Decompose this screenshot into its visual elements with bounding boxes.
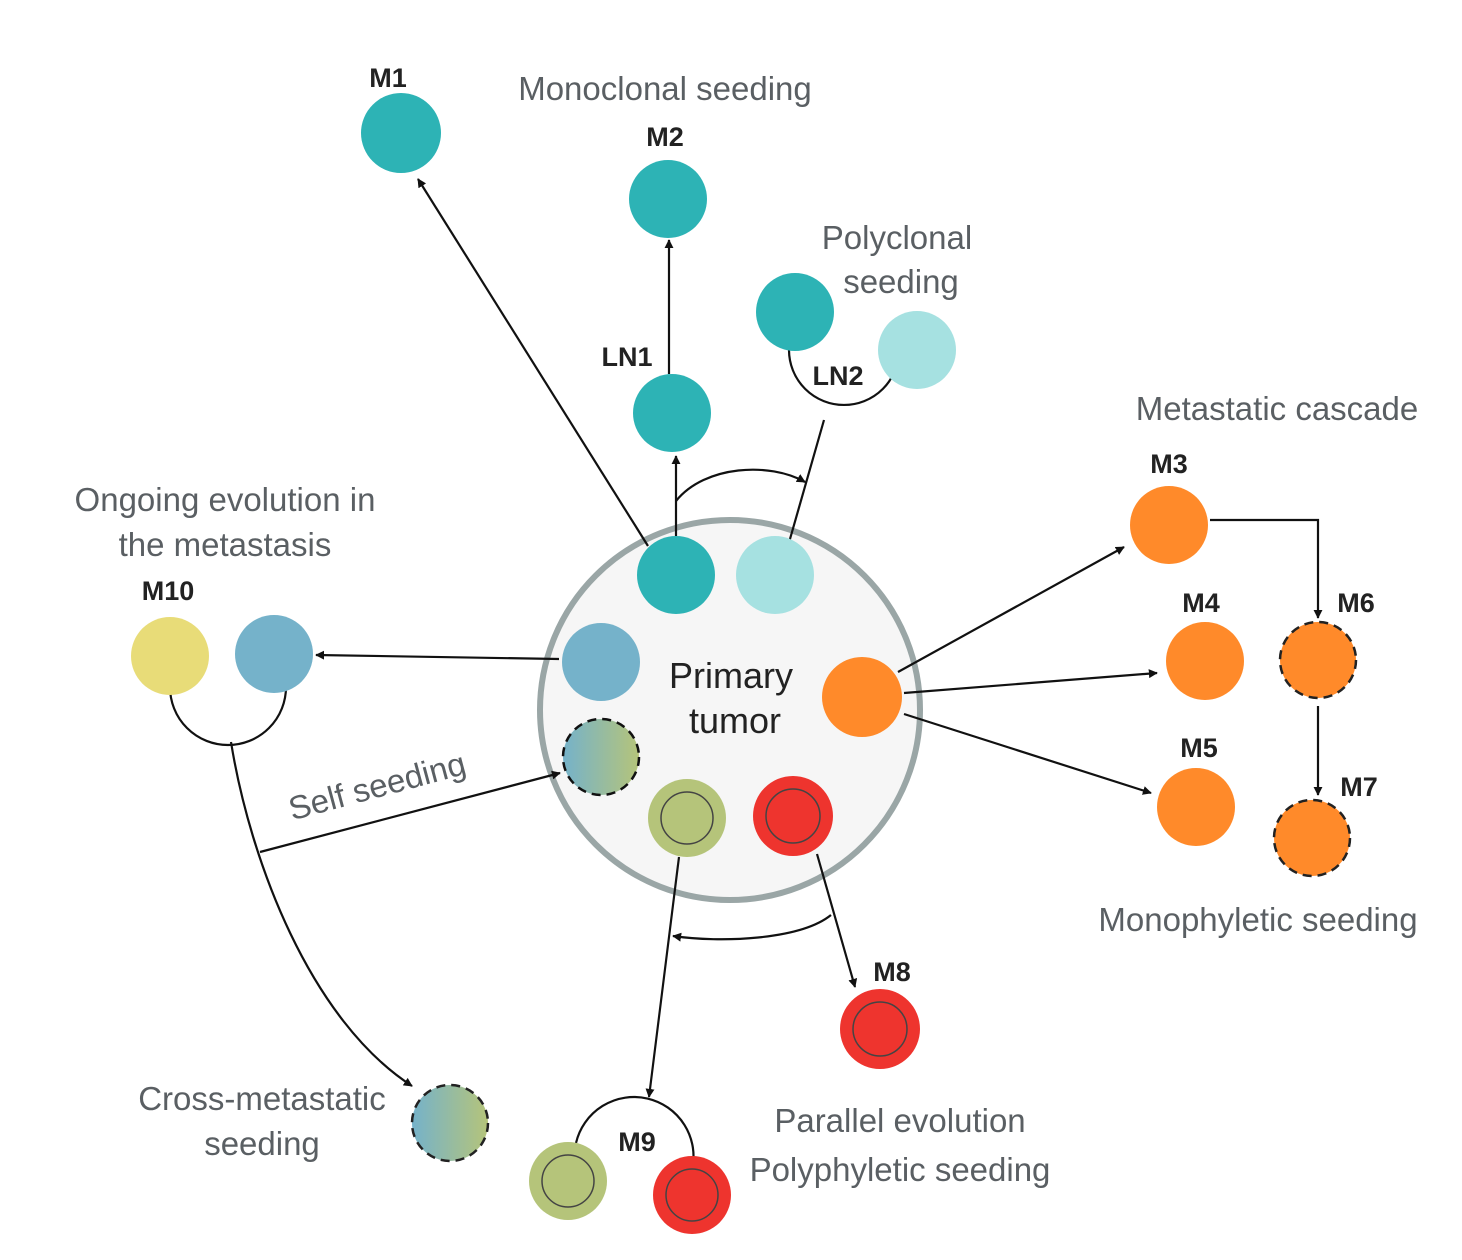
m9-node-red [653,1156,731,1234]
m8-label: M8 [873,957,911,987]
m10-node-blue [235,615,313,693]
m7-label: M7 [1340,772,1378,802]
m7-node [1272,798,1352,878]
m1-node [361,93,441,173]
primary-clone-red [753,776,833,856]
primary-clone-orange [822,657,902,737]
ln2-node-light-teal [878,311,956,389]
m6-node [1278,620,1358,700]
m4-label: M4 [1182,588,1220,618]
cross-metastatic-node [410,1083,490,1163]
edge-primary-to-m4 [903,669,1158,695]
primary-tumor-label-2: tumor [689,700,781,741]
caption-monoclonal: Monoclonal seeding [518,70,812,107]
ln2-node-teal [756,273,834,351]
edge-olive-to-m9 [645,856,681,1098]
m2-node [629,160,707,238]
primary-clone-red-ring [765,788,821,844]
caption-monophyletic: Monophyletic seeding [1098,901,1417,938]
primary-clone-olive [648,779,726,857]
m8-node [840,989,920,1069]
caption-polyclonal-2: seeding [843,263,959,300]
m6-label: M6 [1337,588,1375,618]
m2-label: M2 [646,122,684,152]
edge-primary-to-ln2 [786,419,826,547]
edge-primary-to-m3 [897,546,1125,673]
edge-curve-to-ln2 [675,468,806,502]
m3-label: M3 [1150,449,1188,479]
primary-tumor-label-1: Primary [669,655,793,696]
m9-label: M9 [618,1127,656,1157]
edge-cross-metastatic [229,741,413,1087]
caption-polyclonal-1: Polyclonal [822,219,972,256]
m1-label: M1 [369,63,407,93]
primary-clone-teal [637,536,715,614]
edge-red-to-m8 [815,853,858,988]
ln1-label: LN1 [601,342,652,372]
caption-cross-metastatic-2: seeding [204,1125,320,1162]
caption-cross-metastatic-1: Cross-metastatic [138,1080,386,1117]
caption-parallel-2: Polyphyletic seeding [750,1151,1051,1188]
primary-clone-olive-ring [660,791,714,845]
m10-node-yellow [131,617,209,695]
ln1-node [633,374,711,452]
edge-m3-to-m6 [1210,518,1323,619]
m9-node-olive-ring [541,1154,595,1208]
m10-label: M10 [142,576,195,606]
ln2-label: LN2 [812,361,863,391]
caption-ongoing-1: Ongoing evolution in [75,481,376,518]
primary-clone-blue [562,623,640,701]
edge-primary-to-m10 [315,650,560,661]
caption-parallel-1: Parallel evolution [774,1102,1025,1139]
edge-self-seeding [259,770,561,854]
m4-node [1166,622,1244,700]
caption-self-seeding: Self seeding [285,745,470,828]
m3-node [1130,486,1208,564]
m10-bracket [168,686,288,747]
m5-label: M5 [1180,733,1218,763]
primary-clone-light-teal [736,536,814,614]
caption-ongoing-2: the metastasis [119,526,332,563]
m5-node [1157,768,1235,846]
m8-node-ring [852,1001,908,1057]
m9-node-red-ring [665,1168,719,1222]
edge-primary-to-m1 [417,178,649,547]
m9-node-olive [529,1142,607,1220]
primary-tumor-outline [537,517,923,903]
caption-cascade: Metastatic cascade [1136,390,1418,427]
edge-curve-to-m9 [672,914,832,942]
m9-bracket [574,1095,695,1171]
edge-primary-to-m5 [903,712,1152,795]
primary-clone-mixed-dashed [561,717,641,797]
